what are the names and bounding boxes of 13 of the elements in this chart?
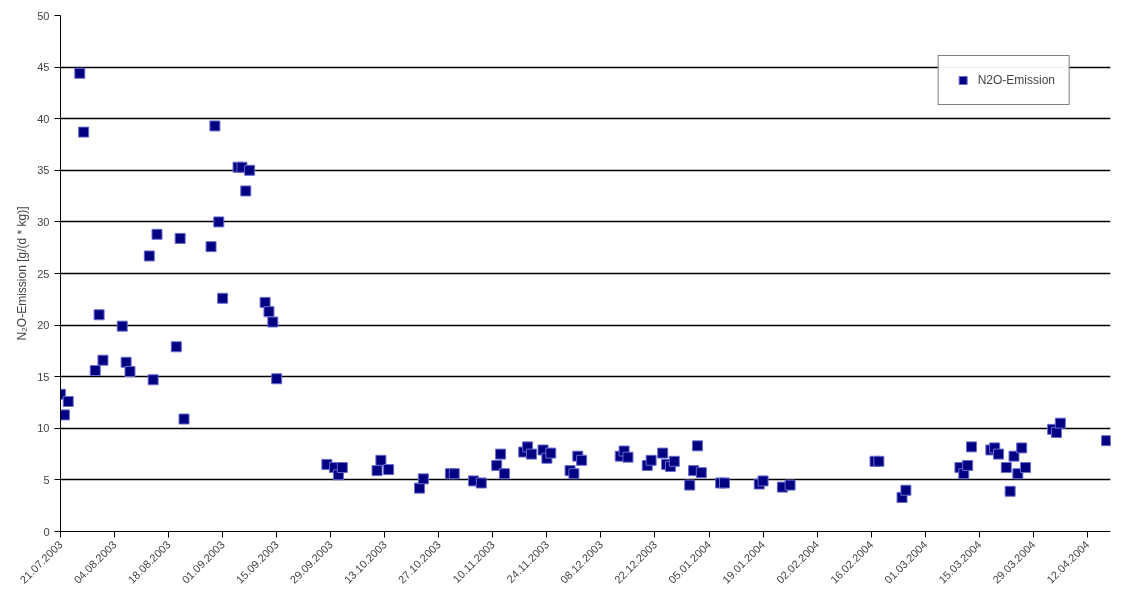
y-tick-label: 0: [43, 525, 50, 538]
y-tick-label: 40: [37, 112, 50, 125]
legend-label: N2O-Emission: [977, 73, 1055, 87]
y-tick-label: 5: [43, 473, 50, 486]
y-tick-label: 20: [37, 319, 50, 332]
y-tick-label: 35: [37, 164, 50, 177]
y-axis-title: N₂O-Emission [g/(d * kg)]: [15, 206, 30, 341]
y-tick-label: 50: [37, 9, 50, 22]
y-tick-label: 15: [37, 370, 50, 383]
y-tick-label: 10: [37, 422, 50, 435]
y-tick-label: 30: [37, 215, 50, 228]
y-tick-label: 45: [37, 61, 50, 74]
y-tick-label: 25: [37, 267, 50, 280]
